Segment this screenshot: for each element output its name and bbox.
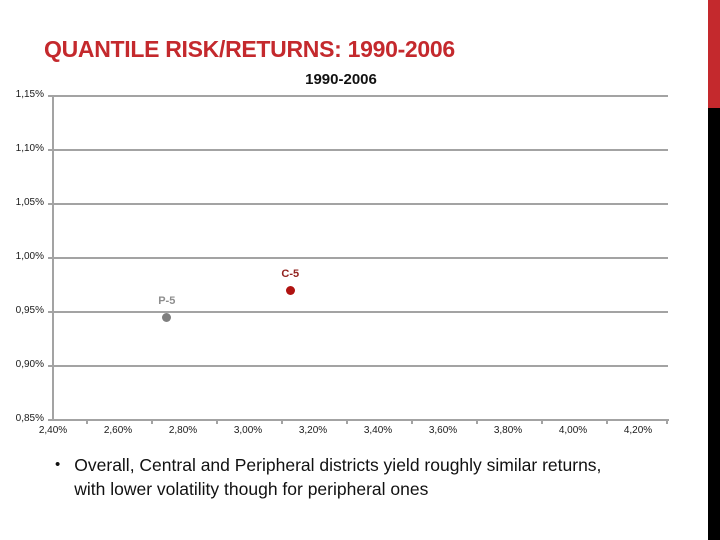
gridline xyxy=(53,149,668,151)
gridline xyxy=(53,203,668,205)
x-axis-tick xyxy=(540,420,543,424)
x-axis-line xyxy=(52,419,669,421)
y-axis-tick xyxy=(48,365,53,367)
x-axis-tick xyxy=(215,420,218,424)
x-axis-label: 4,00% xyxy=(558,425,588,436)
x-axis-tick xyxy=(475,420,478,424)
y-axis-tick xyxy=(48,419,53,421)
x-axis-tick xyxy=(666,420,668,424)
y-axis-tick xyxy=(48,149,53,151)
bullet-text: Overall, Central and Peripheral district… xyxy=(74,455,602,499)
y-axis-tick xyxy=(48,257,53,259)
y-axis-label: 1,10% xyxy=(15,143,44,154)
y-axis-label: 1,15% xyxy=(15,89,44,100)
slide-title: QUANTILE RISK/RETURNS: 1990-2006 xyxy=(44,36,455,62)
footer-bullet-item: • Overall, Central and Peripheral distri… xyxy=(55,453,630,501)
x-axis-tick xyxy=(345,420,348,424)
x-axis-tick xyxy=(85,420,88,424)
accent-bar-black xyxy=(708,108,720,540)
x-axis-tick xyxy=(150,420,153,424)
accent-bar-red xyxy=(708,0,720,108)
point-label-p5: P-5 xyxy=(158,295,176,308)
data-point-c5 xyxy=(285,285,295,295)
y-axis-label: 1,00% xyxy=(15,251,44,262)
y-axis-line xyxy=(52,96,54,421)
x-axis-label: 3,40% xyxy=(363,425,393,436)
point-label-c5: C-5 xyxy=(281,268,300,281)
x-axis-label: 4,20% xyxy=(623,425,653,436)
x-axis-tick xyxy=(410,420,413,424)
gridline xyxy=(53,365,668,367)
x-axis-tick xyxy=(280,420,283,424)
y-axis-label: 0,90% xyxy=(15,359,44,370)
x-axis-label: 3,60% xyxy=(428,425,458,436)
gridline xyxy=(53,95,668,97)
x-axis-label: 2,60% xyxy=(103,425,133,436)
x-axis-tick xyxy=(605,420,608,424)
y-axis-label: 1,05% xyxy=(15,197,44,208)
x-axis-label: 3,00% xyxy=(233,425,263,436)
x-axis-label: 2,40% xyxy=(38,425,68,436)
y-axis-label: 0,85% xyxy=(15,413,44,424)
chart-title: 1990-2006 xyxy=(305,71,377,88)
gridline xyxy=(53,257,668,259)
x-axis-label: 3,20% xyxy=(298,425,328,436)
bullet-icon: • xyxy=(55,456,61,473)
x-axis-label: 3,80% xyxy=(493,425,523,436)
y-axis-tick xyxy=(48,311,53,313)
y-axis-label: 0,95% xyxy=(15,305,44,316)
data-point-p5 xyxy=(162,312,172,322)
y-axis-tick xyxy=(48,203,53,205)
gridline xyxy=(53,311,668,313)
x-axis-label: 2,80% xyxy=(168,425,198,436)
y-axis-tick xyxy=(48,95,53,97)
